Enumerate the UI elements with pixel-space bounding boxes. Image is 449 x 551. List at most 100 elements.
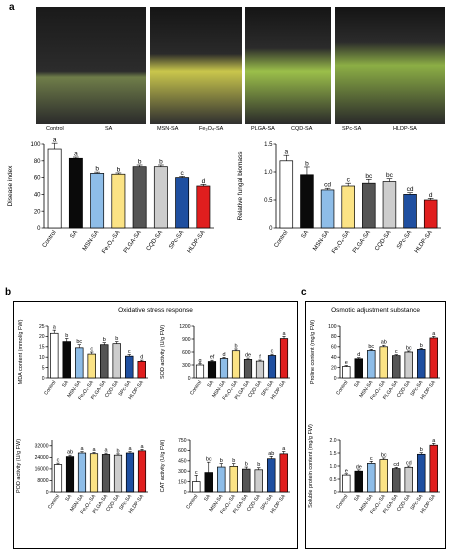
significance-letter: b <box>234 343 237 349</box>
osmotic-adjustment-frame <box>305 301 446 549</box>
y-tick-label: 0 <box>334 490 337 496</box>
photo-caption-sa: SA <box>105 126 113 132</box>
chart-sod-activity: 0 300 600 900 1200 SOD activity (U/g FW) g Cont… <box>160 324 290 401</box>
x-tick-label: Control <box>335 494 349 511</box>
x-tick-label: SA <box>61 379 70 388</box>
chart-mda-content: 0 5 10 15 20 25 MDA content (mmol/g FW) a Contro… <box>18 319 148 401</box>
y-tick-label: 2.0 <box>330 438 337 444</box>
chart-soluble-protein-content: 0 0.5 1.0 1.5 2.0 Soluble protein content (mg… <box>308 424 440 515</box>
y-axis-label: CAT activity (U/g FW) <box>160 440 166 493</box>
significance-letter: a <box>104 448 108 454</box>
significance-letter: c <box>181 170 185 177</box>
bar-8 <box>137 450 147 493</box>
significance-letter: e <box>345 468 348 474</box>
y-tick-label: 900 <box>182 337 191 343</box>
y-tick-label: 0.5 <box>264 198 273 204</box>
panel-label-c: c <box>301 287 307 298</box>
y-tick-label: 300 <box>178 469 187 475</box>
significance-letter: b <box>159 159 163 166</box>
bar-1 <box>53 464 63 493</box>
y-tick-label: 15 <box>39 345 45 351</box>
significance-letter: bc <box>406 345 412 351</box>
y-tick-label: 750 <box>178 438 187 444</box>
y-tick-label: 100 <box>30 142 41 148</box>
y-axis-label: Proline content (mg/g FW) <box>310 320 316 384</box>
bar-8 <box>429 337 438 379</box>
x-tick-label: SA <box>64 493 73 502</box>
significance-letter: b <box>305 160 309 167</box>
chart-relative-fungal-biomass: 0 0.5 1.0 1.5 Relative fungal biomass a Contro… <box>237 142 441 255</box>
y-axis-label: Relative fungal biomass <box>237 151 244 221</box>
bar-2 <box>68 157 83 229</box>
bar-6 <box>153 166 168 229</box>
x-tick-label: Control <box>185 494 199 511</box>
chart-disease-index: 0 20 40 60 80 100 Disease index a Control a SA b MSN… <box>7 137 214 255</box>
x-tick-label: CQD-SA <box>396 379 412 399</box>
y-axis-label: Soluble protein content (mg/g FW) <box>308 424 314 508</box>
y-tick-label: 60 <box>331 345 337 351</box>
x-tick-label: Control <box>47 494 61 511</box>
significance-letter: a <box>92 447 96 453</box>
significance-letter: b <box>245 462 248 468</box>
y-tick-label: 0 <box>42 376 45 382</box>
significance-letter: b <box>115 336 118 342</box>
x-tick-label: Control <box>189 380 203 397</box>
significance-letter: c <box>128 349 131 355</box>
y-tick-label: 20 <box>34 209 41 215</box>
bar-3 <box>90 173 105 229</box>
bar-5 <box>392 468 401 493</box>
y-tick-label: 150 <box>178 479 187 485</box>
x-tick-label: SA <box>206 379 215 388</box>
x-tick-label: PLGA-SA <box>352 230 372 255</box>
bar-6 <box>404 466 413 493</box>
y-tick-label: 600 <box>182 350 191 356</box>
significance-letter: b <box>103 337 106 343</box>
y-axis-label: POD activity (U/g FW) <box>16 439 22 493</box>
significance-letter: ab <box>381 340 387 346</box>
bar-4 <box>111 173 126 229</box>
significance-letter: b <box>116 448 119 454</box>
photo-caption-plga: PLGA-SA <box>251 126 275 132</box>
bar-4 <box>379 346 388 379</box>
significance-letter: a <box>128 446 132 452</box>
x-tick-label: MSN-SA <box>82 230 100 253</box>
plant-photo-plga-cqd <box>245 7 331 124</box>
y-tick-label: 20 <box>331 365 337 371</box>
chart-pod-activity: 0 8000 16000 24000 32000 POD activity (U/g FW… <box>16 439 148 515</box>
bar-7 <box>175 177 190 229</box>
bar-4 <box>231 350 241 379</box>
significance-letter: c <box>57 458 60 464</box>
y-tick-label: 8000 <box>37 478 48 484</box>
bar-5 <box>392 355 401 379</box>
bar-3 <box>367 350 376 379</box>
y-axis-label: MDA content (mmol/g FW) <box>18 319 24 384</box>
significance-letter: cd <box>393 462 399 468</box>
bar-7 <box>125 355 134 379</box>
bar-8 <box>423 199 438 229</box>
significance-letter: a <box>432 438 436 444</box>
y-tick-label: 600 <box>178 448 187 454</box>
x-tick-label: CQD-SA <box>246 493 262 513</box>
chart-proline-content: 0 20 40 60 80 100 Proline content (mg/g FW) e Co… <box>310 320 440 401</box>
significance-letter: d <box>202 178 206 185</box>
x-tick-label: Fe₃O₄-SA <box>101 230 121 255</box>
bar-4 <box>379 459 388 493</box>
y-tick-label: 80 <box>34 159 41 165</box>
x-tick-label: Fe₃O₄-SA <box>331 230 351 255</box>
significance-letter: e <box>345 360 348 366</box>
x-tick-label: Control <box>335 380 349 397</box>
x-tick-label: HLDP-SA <box>187 230 207 255</box>
oxidative-stress-frame <box>13 301 298 549</box>
significance-letter: a <box>285 149 289 156</box>
y-tick-label: 16000 <box>35 467 49 473</box>
bar-6 <box>112 343 121 379</box>
y-tick-label: 5 <box>42 365 45 371</box>
significance-letter: f <box>259 355 261 361</box>
significance-letter: cd <box>406 461 412 467</box>
bar-8 <box>429 444 438 493</box>
significance-letter: d <box>429 192 433 199</box>
bar-2 <box>354 470 363 493</box>
y-tick-label: 60 <box>34 176 41 182</box>
y-axis-label: Disease index <box>7 165 14 207</box>
x-tick-label: PLGA-SA <box>123 230 143 255</box>
